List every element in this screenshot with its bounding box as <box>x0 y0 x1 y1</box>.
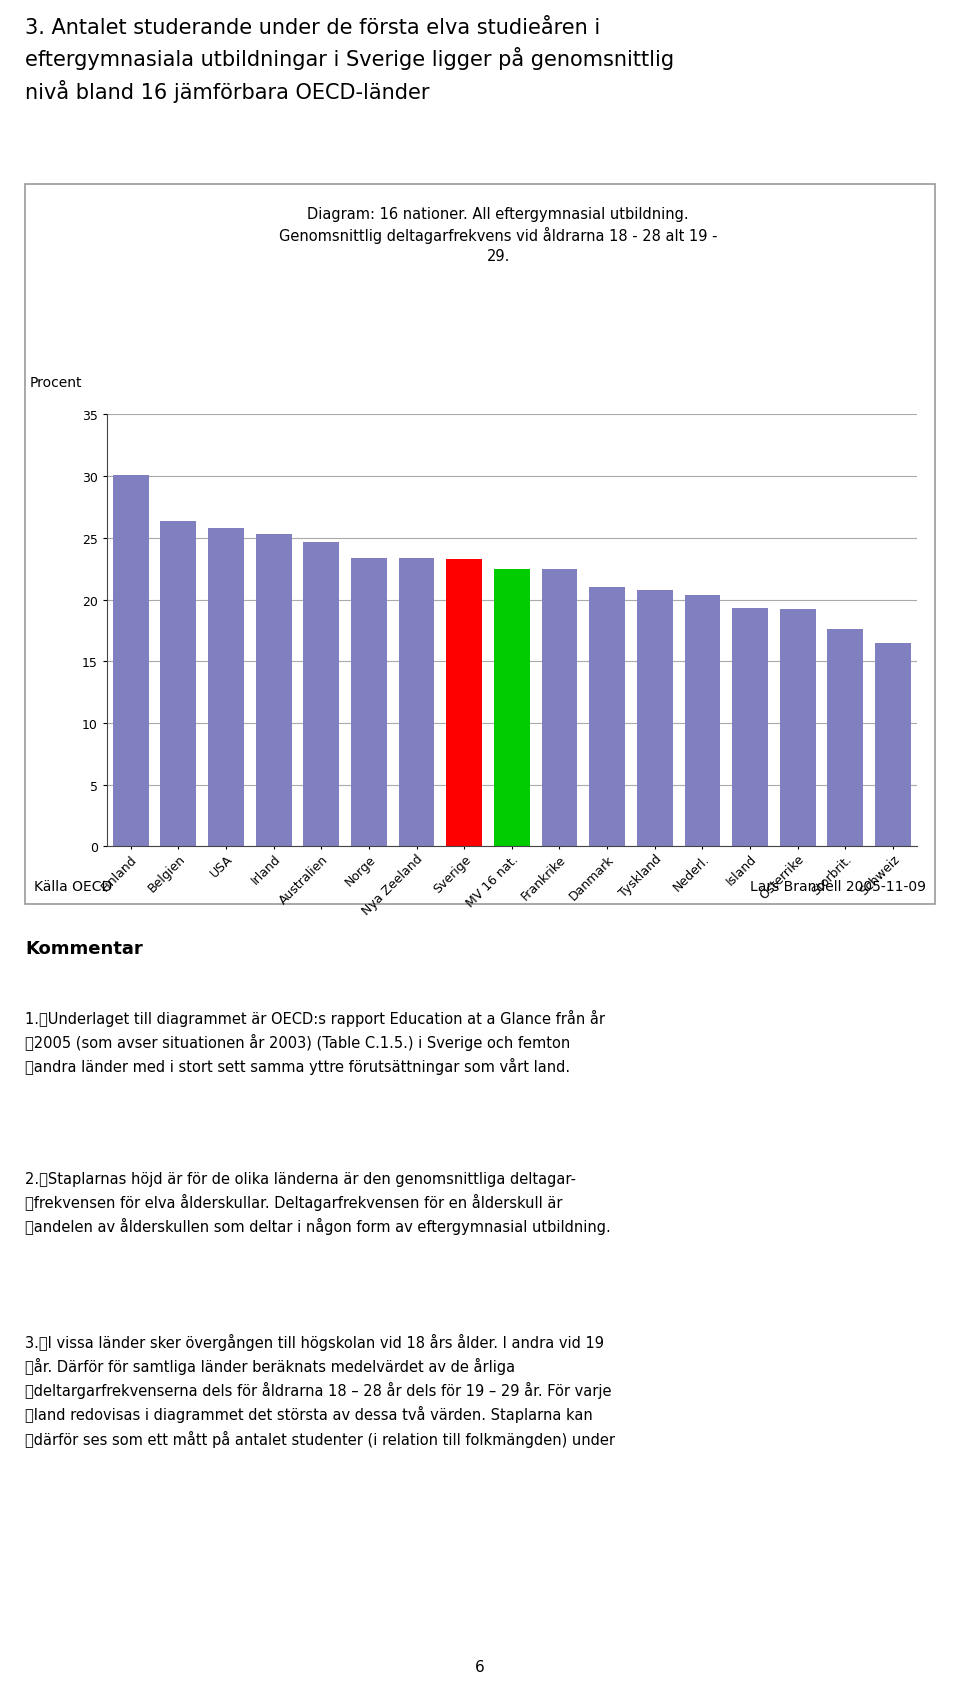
Text: Källa OECD: Källa OECD <box>35 880 112 893</box>
Text: 6: 6 <box>475 1659 485 1674</box>
Text: Lars Brandell 2005-11-09: Lars Brandell 2005-11-09 <box>750 880 925 893</box>
Text: Diagram: 16 nationer. All eftergymnasial utbildning.
Genomsnittlig deltagarfrekv: Diagram: 16 nationer. All eftergymnasial… <box>279 206 717 264</box>
Text: 1.	Underlaget till diagrammet är OECD:s rapport Education at a Glance från år
	2: 1. Underlaget till diagrammet är OECD:s … <box>25 1009 605 1074</box>
Text: 3.	I vissa länder sker övergången till högskolan vid 18 års ålder. I andra vid 1: 3. I vissa länder sker övergången till h… <box>25 1333 615 1446</box>
Text: 2.	Staplarnas höjd är för de olika länderna är den genomsnittliga deltagar-
	fre: 2. Staplarnas höjd är för de olika lände… <box>25 1171 611 1234</box>
Text: Kommentar: Kommentar <box>25 939 143 958</box>
Text: Procent: Procent <box>30 377 82 390</box>
Text: 3. Antalet studerande under de första elva studieåren i
eftergymnasiala utbildni: 3. Antalet studerande under de första el… <box>25 19 674 102</box>
